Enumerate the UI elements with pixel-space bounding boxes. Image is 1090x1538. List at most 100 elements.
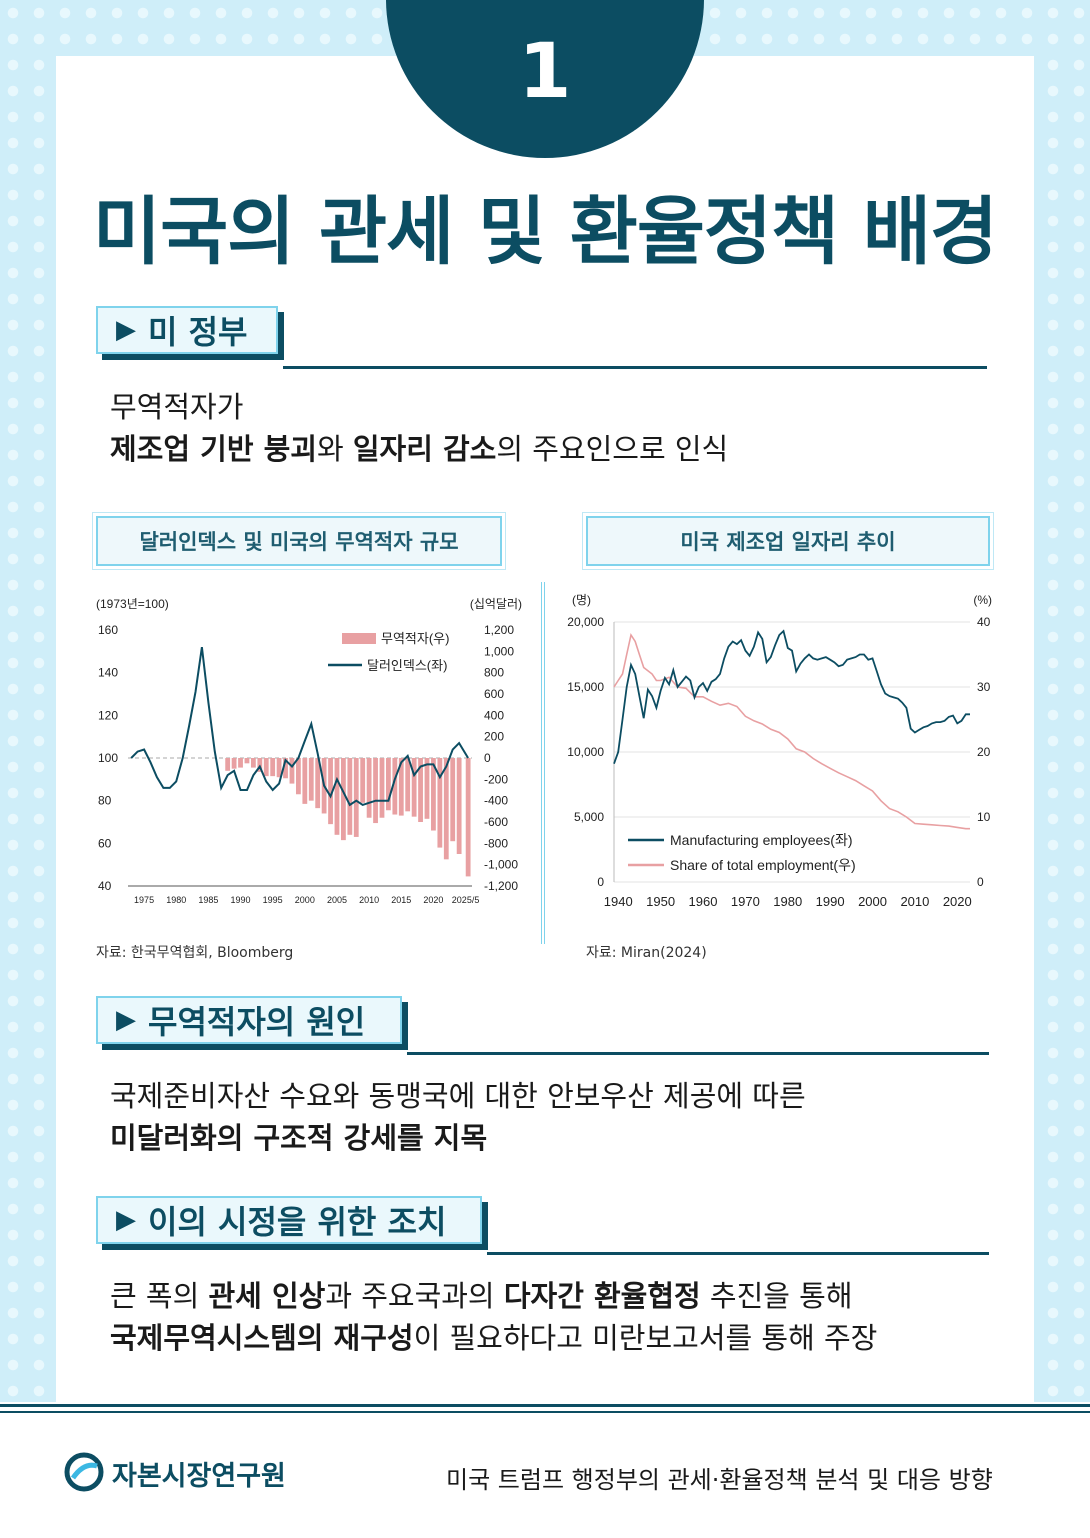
left-tick-label: 5,000 xyxy=(574,810,604,824)
right-tick-label: 200 xyxy=(484,730,504,744)
legend-label-share: Share of total employment(우) xyxy=(670,857,856,873)
dollar-index-trade-deficit-chart: (1973년=100) (십억달러) 160 140 120 100 80 60 40 1,200… xyxy=(96,597,522,905)
manufacturing-jobs-chart: (명) (%)20,00015,00010,0005,00004030201001… xyxy=(567,593,992,909)
report-title: 미국 트럼프 행정부의 관세·환율정책 분석 및 대응 방향 xyxy=(446,1466,993,1494)
text: 추진을 통해 xyxy=(700,1279,853,1313)
deficit-bar xyxy=(405,758,411,812)
left-tick-label: 0 xyxy=(597,875,604,889)
text-line: 미달러화의 구조적 강세를 지목 xyxy=(110,1117,806,1159)
chart1-source: 자료: 한국무역협회, Bloomberg xyxy=(96,945,294,961)
right-axis-unit: (십억달러) xyxy=(470,597,522,611)
deficit-bar xyxy=(424,758,430,819)
right-tick-label: 30 xyxy=(977,680,991,694)
deficit-bar xyxy=(373,758,378,824)
right-tick-label: 1,000 xyxy=(484,644,514,658)
x-tick-label: 1940 xyxy=(604,894,633,909)
triangle-icon: ▶ xyxy=(116,315,136,345)
right-tick-label: 0 xyxy=(484,751,491,765)
bold-text: 미달러화의 구조적 강세를 지목 xyxy=(110,1121,488,1155)
legend-label-employees: Manufacturing employees(좌) xyxy=(670,832,853,848)
legend-label-deficit: 무역적자(우) xyxy=(381,631,449,646)
right-tick-label: 800 xyxy=(484,666,504,680)
text-line: 무역적자가 xyxy=(110,390,244,424)
x-tick-label: 2000 xyxy=(295,895,315,905)
paragraph-correction-measures: 큰 폭의 관세 인상과 주요국과의 다자간 환율협정 추진을 통해 국제무역시스… xyxy=(110,1275,877,1359)
x-tick-label: 1960 xyxy=(689,894,718,909)
left-tick-label: 120 xyxy=(98,708,118,722)
deficit-bar xyxy=(450,758,456,842)
bold-text: 일자리 감소 xyxy=(352,432,497,466)
paragraph-government: 무역적자가 제조업 기반 붕괴와 일자리 감소의 주요인으로 인식 xyxy=(110,386,728,470)
left-tick-label: 20,000 xyxy=(567,615,604,629)
section-label: 무역적자의 원인 xyxy=(148,1003,366,1041)
left-tick-label: 15,000 xyxy=(567,680,604,694)
x-tick-label: 1975 xyxy=(134,895,154,905)
section-tab-correction-measures: ▶ 이의 시정을 위한 조치 xyxy=(96,1196,482,1244)
x-tick-label: 2020 xyxy=(423,895,443,905)
section-tab-government: ▶ 미 정부 xyxy=(96,306,278,354)
deficit-bar xyxy=(231,758,237,769)
deficit-bar xyxy=(437,758,443,848)
right-tick-label: 10 xyxy=(977,810,991,824)
right-tick-label: -800 xyxy=(484,836,508,850)
left-tick-label: 140 xyxy=(98,666,118,680)
x-tick-label: 2025/5 xyxy=(452,895,480,905)
footer-rule-thin xyxy=(0,1411,1090,1413)
x-tick-label: 1970 xyxy=(731,894,760,909)
deficit-bar xyxy=(250,758,256,768)
deficit-bar xyxy=(353,758,359,837)
share-of-employment-line xyxy=(613,632,970,830)
bold-text: 국제무역시스템의 재구성 xyxy=(110,1321,414,1355)
right-axis-unit: (%) xyxy=(973,593,992,607)
text-line: 제조업 기반 붕괴와 일자리 감소의 주요인으로 인식 xyxy=(110,428,728,470)
x-tick-label: 1950 xyxy=(646,894,675,909)
deficit-bar xyxy=(238,758,243,768)
right-tick-label: 40 xyxy=(977,615,991,629)
section-tab-deficit-cause: ▶ 무역적자의 원인 xyxy=(96,996,402,1044)
x-tick-label: 2005 xyxy=(327,895,347,905)
right-tick-label: 1,200 xyxy=(484,623,514,637)
x-tick-label: 2015 xyxy=(391,895,411,905)
right-tick-label: 400 xyxy=(484,708,504,722)
text: 의 주요인으로 인식 xyxy=(496,432,729,466)
x-tick-label: 2010 xyxy=(900,894,929,909)
right-tick-label: -1,000 xyxy=(484,858,518,872)
x-tick-label: 2000 xyxy=(858,894,887,909)
manufacturing-employees-line xyxy=(613,629,970,765)
section-label: 미 정부 xyxy=(148,313,248,351)
deficit-bar xyxy=(225,758,231,771)
section-rule xyxy=(283,366,987,369)
deficit-bar xyxy=(366,758,372,818)
left-tick-label: 60 xyxy=(98,836,112,850)
section-label: 이의 시정을 위한 조치 xyxy=(148,1203,447,1241)
deficit-bar xyxy=(244,758,250,764)
x-tick-label: 2010 xyxy=(359,895,379,905)
text-line: 큰 폭의 관세 인상과 주요국과의 다자간 환율협정 추진을 통해 xyxy=(110,1275,877,1317)
legend-swatch-deficit xyxy=(342,633,376,644)
deficit-bar xyxy=(308,758,314,801)
deficit-bar xyxy=(295,758,301,795)
section-rule xyxy=(487,1252,989,1255)
footer-rule xyxy=(0,1404,1090,1407)
left-tick-label: 80 xyxy=(98,794,112,808)
right-tick-label: -200 xyxy=(484,772,508,786)
chart2-source: 자료: Miran(2024) xyxy=(586,945,707,961)
legend-label-dollar-index: 달러인덱스(좌) xyxy=(367,658,447,673)
text-line: 국제준비자산 수요와 동맹국에 대한 안보우산 제공에 따른 xyxy=(110,1079,806,1113)
x-tick-label: 1990 xyxy=(816,894,845,909)
x-tick-label: 2020 xyxy=(943,894,972,909)
left-tick-label: 10,000 xyxy=(567,745,604,759)
page-title: 미국의 관세 및 환율정책 배경 xyxy=(92,189,998,275)
org-name: 자본시장연구원 xyxy=(112,1461,286,1492)
deficit-bar xyxy=(328,758,333,825)
deficit-bar xyxy=(398,758,404,816)
right-tick-label: 20 xyxy=(977,745,991,759)
left-tick-label: 40 xyxy=(98,879,112,893)
badge-number: 1 xyxy=(518,26,572,115)
left-tick-label: 100 xyxy=(98,751,118,765)
chart2-title: 미국 제조업 일자리 추이 xyxy=(582,512,994,570)
deficit-bar xyxy=(315,758,321,809)
deficit-bar xyxy=(360,758,366,803)
text: 이 필요하다고 미란보고서를 통해 주장 xyxy=(413,1321,878,1355)
deficit-bar xyxy=(443,758,449,860)
